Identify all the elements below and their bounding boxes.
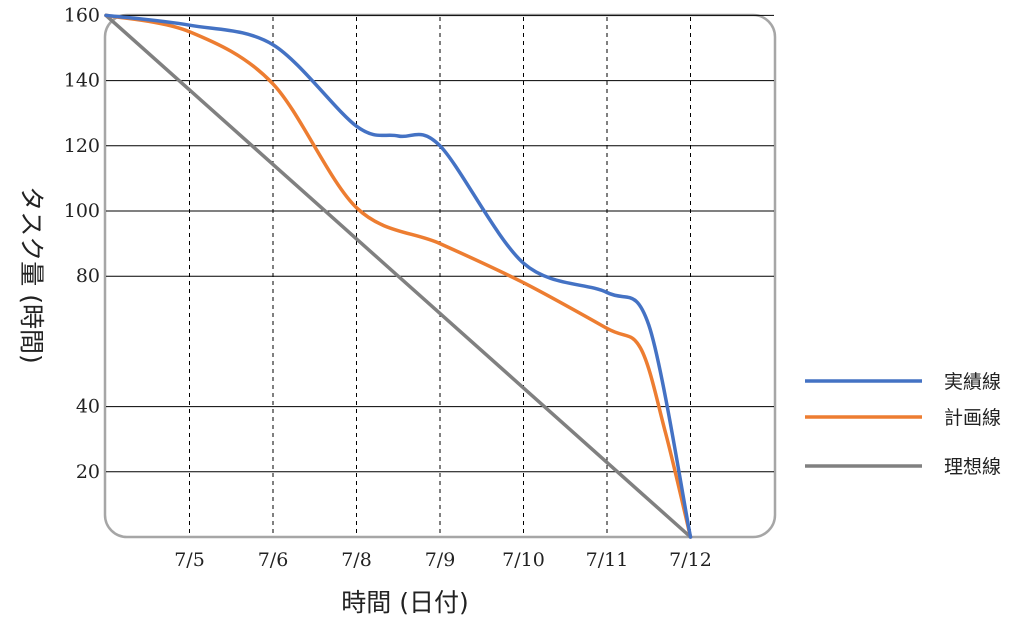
series-line-2 xyxy=(104,13,693,539)
y-tick-label: 20 xyxy=(76,461,100,483)
y-tick-labels: 20 40 80 100 120 140 160 xyxy=(64,4,100,482)
legend-label: 実績線 xyxy=(944,371,1001,393)
x-tick-label: 7/11 xyxy=(586,549,629,571)
y-tick-label: 120 xyxy=(64,135,100,157)
x-tick-label: 7/9 xyxy=(425,549,456,571)
series-lines xyxy=(104,13,693,539)
y-tick-label: 40 xyxy=(76,396,100,418)
x-tick-label: 7/12 xyxy=(669,549,712,571)
series-line-1 xyxy=(104,13,693,539)
x-tick-label: 7/10 xyxy=(502,549,545,571)
y-axis-title: タスク量 (時間) xyxy=(17,186,46,363)
x-axis-title: 時間 (日付) xyxy=(341,588,468,617)
legend-label: 計画線 xyxy=(944,407,1001,429)
legend-label: 理想線 xyxy=(944,456,1001,478)
y-tick-label: 80 xyxy=(76,265,100,287)
series-line-3 xyxy=(104,13,693,539)
x-tick-label: 7/6 xyxy=(258,549,289,571)
y-tick-label: 160 xyxy=(64,4,100,26)
y-tick-label: 100 xyxy=(64,200,100,222)
y-tick-label: 140 xyxy=(64,70,100,92)
x-tick-labels: 7/5 7/6 7/8 7/9 7/10 7/11 7/12 xyxy=(174,549,712,571)
x-tick-label: 7/5 xyxy=(174,549,205,571)
grid-lines xyxy=(106,14,774,536)
x-tick-label: 7/8 xyxy=(341,549,372,571)
